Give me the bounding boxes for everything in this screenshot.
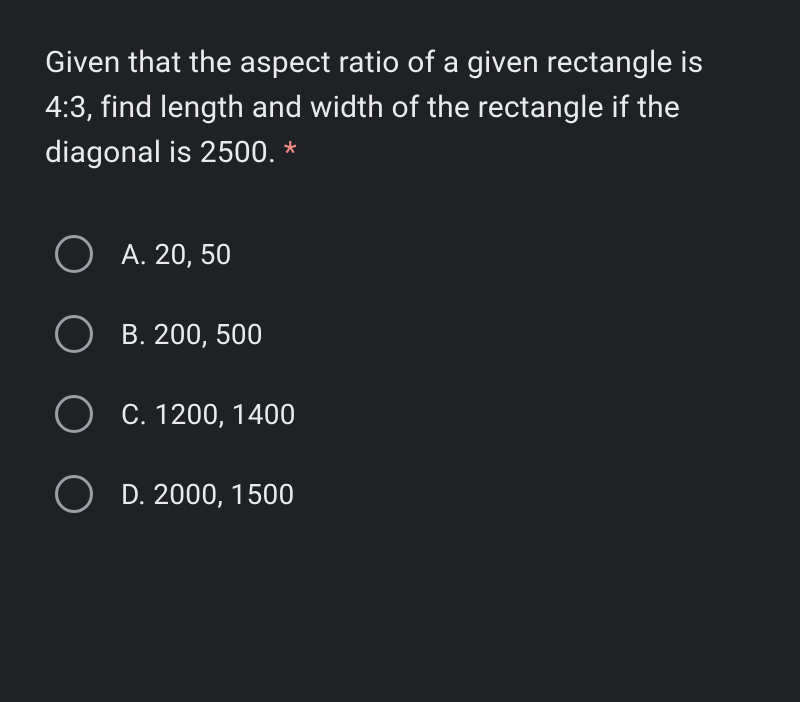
question-body: Given that the aspect ratio of a given r… bbox=[45, 45, 703, 170]
required-asterisk: * bbox=[284, 135, 297, 170]
option-label: D. 2000, 1500 bbox=[121, 478, 295, 511]
radio-icon bbox=[55, 235, 93, 273]
options-container: A. 20, 50 B. 200, 500 C. 1200, 1400 D. 2… bbox=[45, 235, 755, 513]
option-label: A. 20, 50 bbox=[121, 238, 232, 271]
radio-icon bbox=[55, 315, 93, 353]
option-b[interactable]: B. 200, 500 bbox=[55, 315, 755, 353]
option-a[interactable]: A. 20, 50 bbox=[55, 235, 755, 273]
option-label: C. 1200, 1400 bbox=[121, 398, 296, 431]
option-c[interactable]: C. 1200, 1400 bbox=[55, 395, 755, 433]
option-d[interactable]: D. 2000, 1500 bbox=[55, 475, 755, 513]
radio-icon bbox=[55, 475, 93, 513]
option-label: B. 200, 500 bbox=[121, 318, 263, 351]
question-text: Given that the aspect ratio of a given r… bbox=[45, 40, 755, 175]
radio-icon bbox=[55, 395, 93, 433]
